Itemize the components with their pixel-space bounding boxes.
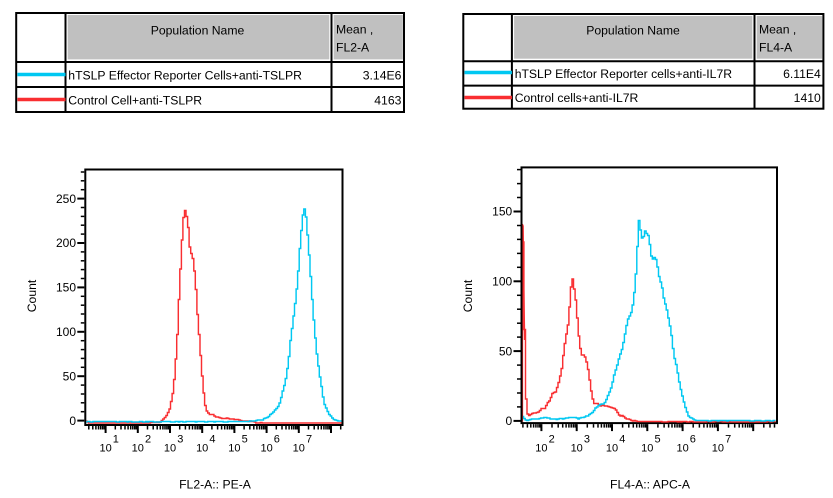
svg-text:3: 3 — [584, 434, 590, 446]
svg-text:7: 7 — [306, 434, 312, 446]
svg-text:10: 10 — [260, 443, 272, 455]
svg-text:hTSLP Effector Reporter Cells+: hTSLP Effector Reporter Cells+anti-TSLPR — [68, 69, 302, 83]
svg-text:50: 50 — [499, 344, 513, 358]
svg-text:Count: Count — [25, 279, 39, 312]
svg-text:2: 2 — [549, 434, 555, 446]
svg-text:5: 5 — [242, 434, 248, 446]
svg-text:Control Cell+anti-TSLPR: Control Cell+anti-TSLPR — [68, 94, 202, 108]
svg-text:4: 4 — [619, 434, 625, 446]
svg-text:Population Name: Population Name — [586, 24, 680, 38]
svg-text:5: 5 — [655, 434, 661, 446]
svg-text:10: 10 — [293, 443, 305, 455]
svg-text:50: 50 — [63, 369, 77, 383]
svg-text:10: 10 — [641, 443, 653, 455]
svg-text:10: 10 — [606, 443, 618, 455]
svg-text:10: 10 — [196, 443, 208, 455]
svg-text:1: 1 — [113, 434, 119, 446]
svg-text:150: 150 — [492, 205, 512, 219]
svg-text:10: 10 — [132, 443, 144, 455]
svg-text:100: 100 — [56, 325, 76, 339]
svg-text:10: 10 — [712, 443, 724, 455]
svg-text:4163: 4163 — [374, 94, 401, 108]
svg-text:250: 250 — [56, 192, 76, 206]
svg-text:1410: 1410 — [794, 91, 821, 105]
svg-text:Control cells+anti-IL7R: Control cells+anti-IL7R — [515, 91, 639, 105]
svg-text:6.11E4: 6.11E4 — [783, 67, 821, 81]
svg-text:100: 100 — [492, 275, 512, 289]
svg-text:0: 0 — [506, 414, 513, 428]
svg-text:3.14E6: 3.14E6 — [363, 69, 402, 83]
svg-text:10: 10 — [99, 443, 111, 455]
svg-text:10: 10 — [228, 443, 240, 455]
svg-text:10: 10 — [571, 443, 583, 455]
svg-text:10: 10 — [535, 443, 547, 455]
svg-text:Population Name: Population Name — [151, 24, 245, 38]
svg-text:Mean ,: Mean , — [336, 23, 373, 37]
svg-text:Count: Count — [461, 279, 475, 312]
svg-text:FL4-A:: APC-A: FL4-A:: APC-A — [610, 478, 691, 492]
svg-text:Mean ,: Mean , — [759, 23, 796, 37]
svg-text:6: 6 — [274, 434, 280, 446]
svg-text:FL2-A:: PE-A: FL2-A:: PE-A — [179, 478, 252, 492]
svg-text:10: 10 — [676, 443, 688, 455]
svg-text:0: 0 — [69, 414, 76, 428]
svg-text:150: 150 — [56, 281, 76, 295]
svg-text:6: 6 — [690, 434, 696, 446]
svg-text:3: 3 — [177, 434, 183, 446]
svg-text:2: 2 — [145, 434, 151, 446]
svg-text:200: 200 — [56, 236, 76, 250]
svg-text:FL2-A: FL2-A — [336, 41, 370, 55]
svg-text:7: 7 — [725, 434, 731, 446]
svg-text:4: 4 — [209, 434, 215, 446]
svg-text:FL4-A: FL4-A — [759, 41, 793, 55]
svg-text:10: 10 — [164, 443, 176, 455]
svg-text:hTSLP Effector Reporter cells+: hTSLP Effector Reporter cells+anti-IL7R — [515, 67, 733, 81]
